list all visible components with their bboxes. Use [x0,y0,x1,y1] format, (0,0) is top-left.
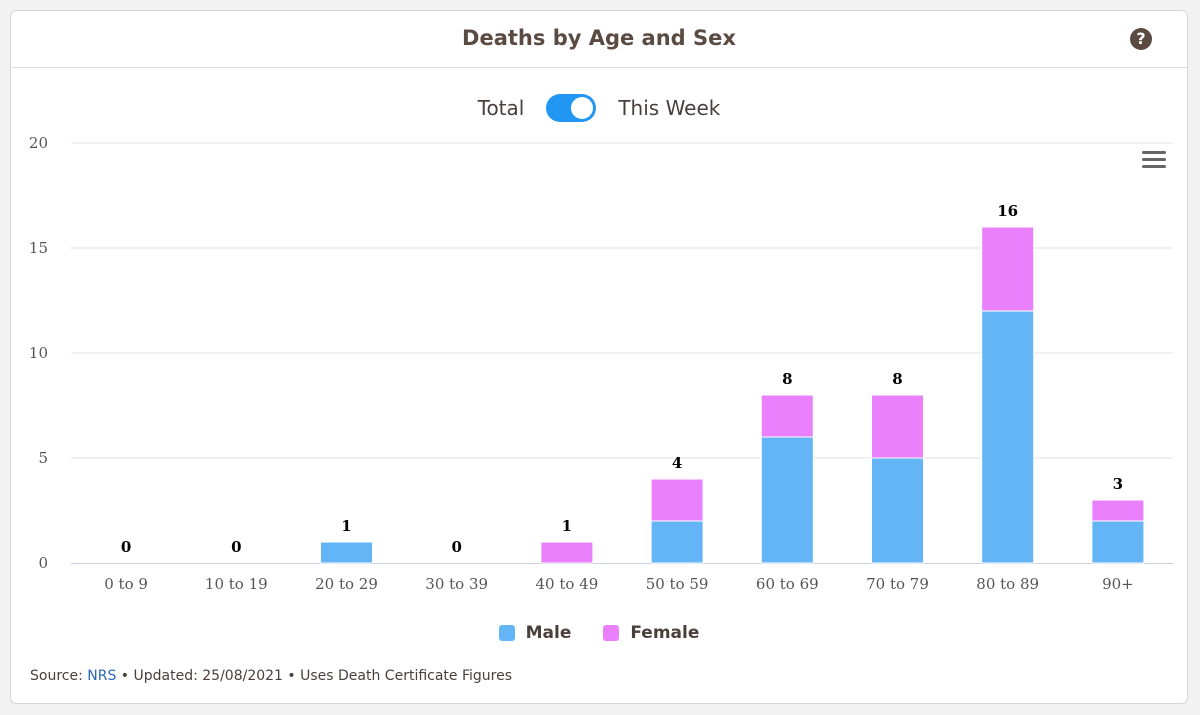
chart-card: Deaths by Age and Sex ? Total This Week … [10,10,1188,704]
x-tick-label: 10 to 19 [205,575,268,593]
toggle-label-this-week[interactable]: This Week [618,96,721,120]
bar-female [760,394,814,438]
source-footer: Source: NRS • Updated: 25/08/2021 • Uses… [30,668,512,684]
x-tick-label: 40 to 49 [536,575,599,593]
y-tick-label: 0 [38,554,48,572]
bar-male [981,310,1035,564]
toggle-label-total[interactable]: Total [477,96,525,120]
legend-label-female: Female [630,623,700,643]
chart-title: Deaths by Age and Sex [462,26,736,50]
x-tick-label: 0 to 9 [104,575,148,593]
bar-male [1091,520,1145,564]
y-tick-label: 5 [38,449,48,467]
bar-female [871,394,924,459]
bar-female [981,226,1035,312]
legend-label-male: Male [525,623,572,643]
x-tick-label: 70 to 79 [866,575,929,593]
hamburger-menu-icon[interactable] [1142,151,1166,171]
bar-total-label: 0 [451,538,461,556]
x-tick-label: 30 to 39 [425,575,488,593]
bar-male [650,520,704,564]
y-tick-label: 15 [29,239,48,257]
bar-male [760,436,814,564]
legend-item-male[interactable]: Male [498,623,572,643]
total-week-toggle[interactable] [546,94,597,122]
x-tick-label: 50 to 59 [646,575,709,593]
y-tick-label: 10 [29,344,48,362]
bar-total-label: 8 [782,370,792,388]
x-tick-label: 60 to 69 [756,575,819,593]
footer-source-prefix: Source: [30,668,88,684]
bar-total-label: 1 [562,517,572,535]
bar-female [540,541,594,564]
bar-total-label: 0 [121,538,131,556]
bar-male [871,457,924,564]
legend-swatch-female [603,625,620,641]
x-tick-label: 20 to 29 [315,575,378,593]
x-tick-label: 80 to 89 [976,575,1039,593]
toggle-knob [571,97,594,119]
bar-female [1091,499,1145,522]
question-circle-icon[interactable]: ? [1130,28,1152,50]
x-tick-label: 90+ [1102,575,1134,593]
bar-total-label: 3 [1113,475,1123,493]
legend-item-female[interactable]: Female [603,623,699,643]
chart-legend: Male Female [11,623,1187,643]
bar-total-label: 1 [341,517,351,535]
stacked-bar-chart: 0 5 10 15 20 0 0 to 9 0 10 to 19 1 20 to 29 0 30 to … [29,134,1173,593]
bar-total-label: 8 [892,370,902,388]
card-header: Deaths by Age and Sex ? [11,11,1187,68]
y-tick-label: 20 [29,134,48,152]
bar-total-label: 16 [997,202,1018,220]
legend-swatch-male [498,625,515,641]
bar-male [320,541,373,564]
footer-update-text: • Updated: 25/08/2021 • Uses Death Certi… [116,668,513,684]
bar-female [650,478,704,522]
bar-total-label: 4 [672,454,682,472]
bar-total-label: 0 [231,538,241,556]
total-week-toggle-row: Total This Week [11,94,1187,124]
nrs-source-link[interactable]: NRS [87,668,117,684]
